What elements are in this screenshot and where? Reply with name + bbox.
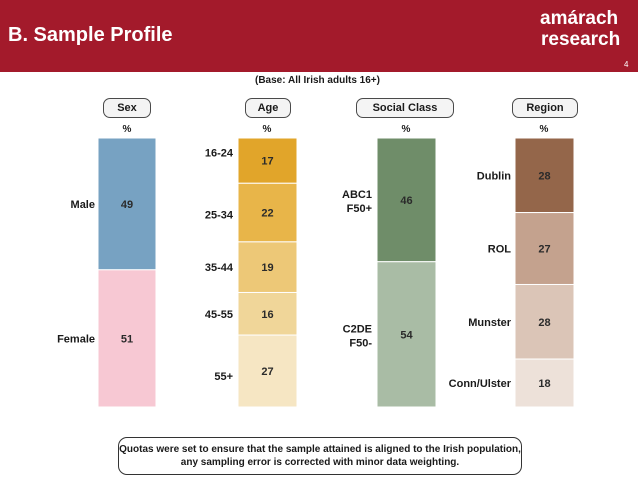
percent-label-age: % <box>262 124 272 135</box>
page-title: B. Sample Profile <box>8 24 173 46</box>
tab-sex: Sex <box>103 98 151 118</box>
category-label-age-45-55: 45-55 <box>205 309 233 321</box>
amarach-logo: amárach research <box>540 8 620 50</box>
tab-region: Region <box>512 98 578 118</box>
category-label-sex-male: Male <box>71 199 95 211</box>
logo-text-line1: amárach <box>540 8 619 29</box>
bar-segment-region-munster <box>514 283 575 360</box>
value-label-age-45-55: 16 <box>261 309 273 321</box>
bar-segment-age-16-24 <box>237 137 298 184</box>
category-label-region-dublin: Dublin <box>477 170 511 182</box>
value-label-region-dublin: 28 <box>538 170 550 182</box>
tab-age: Age <box>245 98 291 118</box>
percent-label-social-class: % <box>401 124 411 135</box>
value-label-region-munster: 28 <box>538 317 550 329</box>
bar-segment-age-45-55 <box>237 291 298 336</box>
value-label-age-16-24: 17 <box>261 156 273 168</box>
bar-segment-sex-male <box>97 137 157 271</box>
bar-segment-age-55 <box>237 334 298 408</box>
bar-segment-region-rol <box>514 212 575 285</box>
value-label-sex-male: 49 <box>121 199 133 211</box>
bar-segment-social_class-abc1-f50 <box>376 137 437 263</box>
value-label-region-conn-ulster: 18 <box>538 378 550 390</box>
bar-segment-social_class-c2de-f50 <box>376 261 437 408</box>
category-label-social_class-c2de-f50: C2DE F50- <box>343 323 373 349</box>
category-label-age-16-24: 16-24 <box>205 148 234 160</box>
header-bar: B. Sample Profile amárach research 4 <box>0 0 638 72</box>
logo-text-line2: research <box>541 29 621 50</box>
footnote-text: Quotas were set to ensure that the sampl… <box>119 444 521 468</box>
footnote-box: Quotas were set to ensure that the sampl… <box>118 437 522 475</box>
category-label-region-rol: ROL <box>488 244 512 256</box>
category-label-region-munster: Munster <box>468 317 512 329</box>
value-label-sex-female: 51 <box>121 333 133 345</box>
value-label-social_class-c2de-f50: 54 <box>400 329 413 341</box>
value-label-age-35-44: 19 <box>261 262 273 274</box>
category-label-age-25-34: 25-34 <box>205 210 234 222</box>
category-label-sex-female: Female <box>57 333 95 345</box>
bar-segment-sex-female <box>97 269 157 408</box>
category-label-social_class-abc1-f50: ABC1 F50+ <box>342 189 372 215</box>
value-label-social_class-abc1-f50: 46 <box>400 195 412 207</box>
bar-segment-region-dublin <box>514 137 575 214</box>
category-label-age-35-44: 35-44 <box>205 262 234 274</box>
percent-label-region: % <box>539 124 549 135</box>
tab-social-class: Social Class <box>356 98 454 118</box>
bar-segment-region-conn-ulster <box>514 358 575 408</box>
bar-segment-age-35-44 <box>237 241 298 293</box>
category-label-region-conn-ulster: Conn/Ulster <box>449 378 512 390</box>
base-note: (Base: All Irish adults 16+) <box>255 75 380 86</box>
value-label-age-25-34: 22 <box>261 208 273 220</box>
percent-label-sex: % <box>122 124 132 135</box>
page-number: 4 <box>624 60 629 69</box>
category-label-age-55: 55+ <box>214 371 233 383</box>
value-label-region-rol: 27 <box>538 244 550 256</box>
value-label-age-55: 27 <box>261 366 273 378</box>
